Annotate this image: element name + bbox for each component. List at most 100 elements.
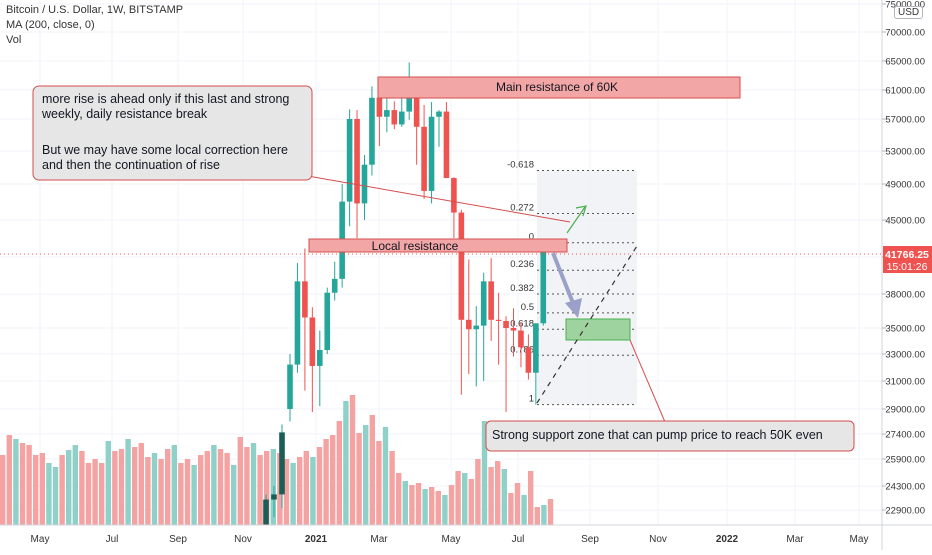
candle-body <box>271 494 277 500</box>
volume-bar <box>402 481 408 525</box>
support-note-box[interactable] <box>485 420 855 452</box>
target-arrow-line <box>566 206 586 234</box>
ma-indicator-label[interactable]: MA (200, close, 0) <box>6 19 95 31</box>
fib-level-label: 1 <box>529 394 534 405</box>
candle-body <box>540 249 547 324</box>
price-badge-value: 41766.25 <box>885 249 929 261</box>
local-resistance-label: Local resistance <box>372 239 459 253</box>
volume-bar <box>165 449 171 525</box>
volume-bar <box>204 451 210 525</box>
volume-bar <box>52 467 59 525</box>
volume-bar <box>534 507 540 525</box>
candle-body <box>279 432 285 495</box>
volume-bar <box>79 451 85 525</box>
volume-bar <box>198 455 204 525</box>
candle-body <box>287 364 293 409</box>
y-tick-label: 38000.00 <box>885 290 925 301</box>
y-tick-label: 35000.00 <box>885 324 925 335</box>
volume-bar <box>237 437 243 525</box>
fib-level-label: 0 <box>529 232 534 243</box>
candle-body <box>354 119 360 204</box>
volume-bar <box>85 463 92 525</box>
main-resistance-zone[interactable] <box>377 76 741 99</box>
volume-bar <box>369 415 375 525</box>
candle-body <box>451 178 457 213</box>
fib-level-label: 0.786 <box>510 344 534 355</box>
y-tick-label: 65000.00 <box>885 57 925 68</box>
volume-bar <box>396 473 402 525</box>
volume-bar <box>19 443 26 525</box>
volume-bar <box>508 493 514 525</box>
target-arrowhead <box>575 205 587 217</box>
currency-label[interactable]: USD <box>894 6 924 19</box>
fibonacci-retracement: -0.618 0.272 0 0.236 0.382 0.5 0.618 0.786 1 <box>507 159 637 406</box>
volume-bar <box>59 455 65 525</box>
volume-bar <box>376 441 382 525</box>
candle-body <box>518 330 524 348</box>
volume-bar <box>310 457 316 525</box>
y-tick-label: 24300.00 <box>885 482 925 493</box>
volume-bar <box>33 455 39 525</box>
x-tick-label: Nov <box>649 534 667 545</box>
candle-body <box>384 110 390 117</box>
volume-bar <box>217 449 224 525</box>
chart-title: Bitcoin / U.S. Dollar, 1W, BITSTAMP <box>6 4 184 16</box>
y-tick-label: 53000.00 <box>885 147 925 158</box>
volume-bar <box>118 449 125 525</box>
candle-body <box>324 292 331 351</box>
main-resistance-label: Main resistance of 60K <box>496 80 618 94</box>
volume-bar <box>244 447 250 525</box>
volume-indicator-label[interactable]: Vol <box>6 34 22 46</box>
fib-level-label: 0.236 <box>510 259 534 270</box>
volume-bar <box>158 459 164 525</box>
time-axis: May Jul Sep Nov 2021 Mar May Jul Sep Nov 2022 Mar Ma… <box>31 534 869 545</box>
volume-bar <box>435 491 441 525</box>
y-tick-label: 57000.00 <box>885 115 925 126</box>
volume-bar <box>13 439 19 525</box>
volume-bar <box>92 459 98 525</box>
candle-body <box>263 499 269 525</box>
volume-bar <box>184 459 191 525</box>
y-tick-label: 31000.00 <box>885 377 925 388</box>
volume-bar <box>211 445 217 525</box>
note-left-text-2: But we may have some local correction he… <box>42 143 288 172</box>
volume-bar <box>145 457 151 525</box>
y-tick-label: 61000.00 <box>885 86 925 97</box>
volume-bar <box>363 425 369 525</box>
candle-body <box>302 281 308 318</box>
candle-body <box>525 347 532 373</box>
volume-bar <box>462 473 468 525</box>
volume-bar <box>46 463 52 525</box>
note-left-text-1: more rise is ahead only if this last and… <box>42 92 290 121</box>
candle-body <box>346 119 353 202</box>
fib-level-label: -0.618 <box>507 159 534 170</box>
price-axis: 22900.00 24300.00 25900.00 27400.00 29000.00… <box>882 0 925 517</box>
volume-bar <box>231 465 237 525</box>
volume-bar <box>151 453 158 525</box>
correction-arrowhead <box>565 298 582 318</box>
candlestick-series <box>263 62 547 525</box>
fib-zone <box>537 170 637 405</box>
note-left-box[interactable] <box>32 85 313 181</box>
support-zone[interactable] <box>565 318 631 341</box>
volume-bar <box>224 453 230 525</box>
volume-bar <box>501 469 507 525</box>
volume-bar <box>481 421 488 525</box>
x-tick-label: May <box>442 534 461 545</box>
volume-bar <box>429 487 435 525</box>
volume-bar <box>475 459 481 525</box>
y-tick-label: 33000.00 <box>885 350 925 361</box>
volume-bar <box>290 463 296 525</box>
candle-body <box>369 97 375 165</box>
trend-connector-line <box>301 174 571 223</box>
candle-body <box>510 328 517 331</box>
x-tick-label: Sep <box>169 534 187 545</box>
candle-body <box>376 97 383 117</box>
volume-bar <box>297 457 303 525</box>
x-tick-label: Sep <box>581 534 599 545</box>
local-resistance-zone[interactable] <box>308 238 568 253</box>
x-tick-label: Mar <box>786 534 804 545</box>
candle-body <box>421 126 427 191</box>
